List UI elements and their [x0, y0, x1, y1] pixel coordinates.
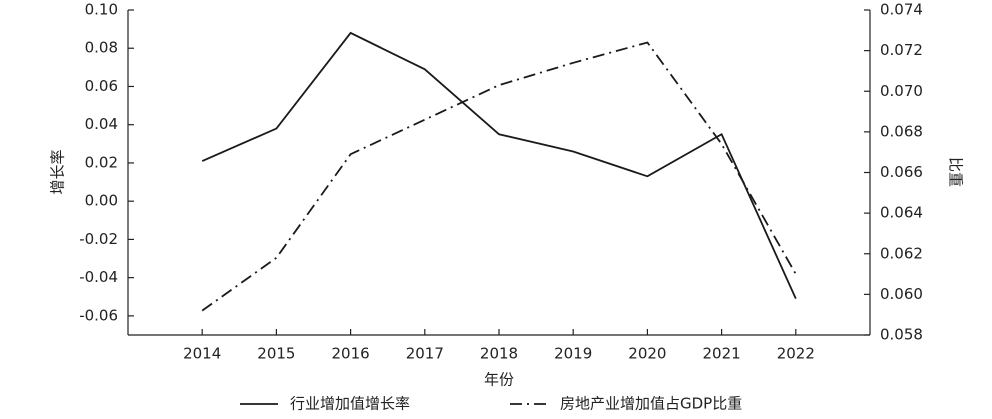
y-tick-label: -0.06	[79, 306, 118, 324]
y-tick-label: 0.06	[85, 77, 118, 95]
y-tick-label: 0.02	[85, 153, 118, 171]
y2-tick-label: 0.062	[880, 244, 923, 262]
x-tick-label: 2020	[628, 345, 666, 363]
y-tick-label: 0.04	[85, 115, 118, 133]
x-tick-label: 2018	[480, 345, 518, 363]
y2-tick-label: 0.066	[880, 163, 923, 181]
y-tick-label: -0.02	[79, 230, 118, 248]
y2-tick-label: 0.058	[880, 326, 923, 344]
x-axis-title: 年份	[484, 371, 514, 389]
y2-tick-label: 0.072	[880, 41, 923, 59]
x-tick-label: 2015	[257, 345, 295, 363]
x-tick-label: 2022	[777, 345, 815, 363]
y2-tick-label: 0.064	[880, 204, 923, 222]
y2-tick-label: 0.060	[880, 285, 923, 303]
series-line	[201, 41, 797, 312]
x-tick-label: 2014	[183, 345, 221, 363]
x-tick-label: 2021	[703, 345, 741, 363]
y-tick-label: 0.08	[85, 39, 118, 57]
legend-label: 房地产业增加值占GDP比重	[560, 395, 742, 413]
y-tick-label: 0.10	[85, 1, 118, 19]
x-tick-label: 2019	[554, 345, 592, 363]
legend-label: 行业增加值增长率	[290, 395, 410, 413]
y-tick-label: 0.00	[85, 192, 118, 210]
series-line	[201, 31, 797, 300]
y2-axis-title: 比重	[947, 157, 965, 187]
y2-tick-label: 0.074	[880, 1, 923, 19]
y2-tick-label: 0.070	[880, 82, 923, 100]
y-tick-label: -0.04	[79, 268, 118, 286]
x-tick-label: 2016	[332, 345, 370, 363]
y2-tick-label: 0.068	[880, 122, 923, 140]
y-axis-title: 增长率	[49, 149, 67, 194]
x-tick-label: 2017	[406, 345, 444, 363]
